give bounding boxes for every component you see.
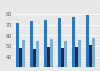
Bar <box>64 41 67 71</box>
Bar <box>22 40 26 71</box>
Bar <box>16 23 19 71</box>
Bar <box>92 38 95 71</box>
Bar <box>78 40 81 71</box>
Bar <box>89 45 92 71</box>
Bar <box>58 18 61 71</box>
Bar <box>36 41 39 71</box>
Bar <box>19 48 22 71</box>
Bar <box>47 47 50 71</box>
Bar <box>44 20 47 71</box>
Bar <box>75 47 78 71</box>
Bar <box>30 21 33 71</box>
Bar <box>61 48 64 71</box>
Bar <box>33 49 36 71</box>
Bar <box>72 17 75 71</box>
Bar <box>50 39 53 71</box>
Bar <box>86 15 89 71</box>
